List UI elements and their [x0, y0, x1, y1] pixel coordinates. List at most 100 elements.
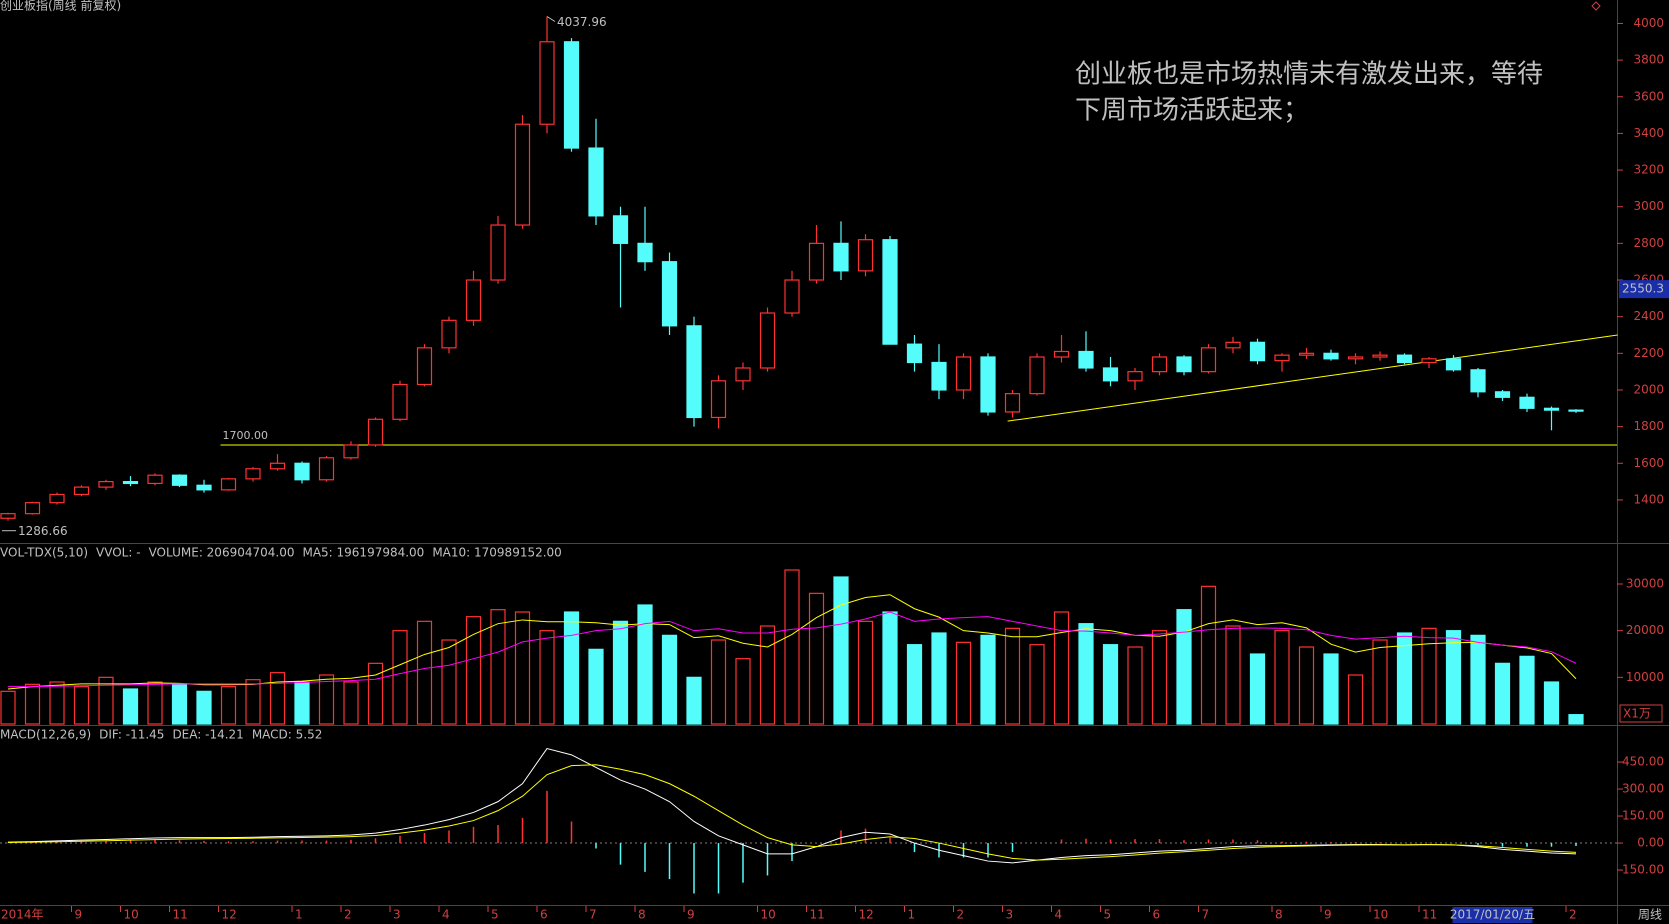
level-label: 1700.00 [223, 429, 269, 442]
volume-bar [465, 616, 482, 725]
y-tick-label: 1600 [1633, 456, 1664, 470]
candle-body [563, 41, 580, 149]
x-tick-label: 3 [1006, 908, 1014, 922]
volume-bar [1543, 681, 1560, 725]
x-tick-label: 9 [75, 908, 83, 922]
candle-body [955, 356, 972, 391]
y-tick-label: 3200 [1633, 163, 1664, 177]
volume-bar [98, 676, 114, 725]
y-tick-label: 1400 [1633, 492, 1664, 506]
candle-body [1200, 347, 1217, 373]
cursor-date: 2017/01/20/五 [1450, 908, 1535, 922]
volume-bar [1396, 632, 1413, 725]
volume-bar [245, 679, 261, 725]
unit-label: X1万 [1623, 707, 1651, 721]
x-tick-label: 10 [761, 908, 776, 922]
volume-bar [661, 634, 678, 725]
x-tick-label: 8 [1275, 908, 1283, 922]
candle-body [1029, 356, 1045, 395]
volume-bar [588, 648, 604, 725]
volume-bar [343, 681, 359, 725]
volume-bar [906, 644, 923, 725]
trend-line [1007, 334, 1618, 422]
volume-bar [73, 686, 90, 725]
candle-body [1519, 396, 1535, 409]
x-tick-label: 7 [589, 908, 597, 922]
y-tick-label: 4000 [1633, 16, 1664, 30]
volume-bar [1494, 662, 1511, 725]
volume-bar [367, 662, 384, 725]
volume-bar [1347, 674, 1364, 725]
volume-bar [563, 611, 580, 725]
candle-body [245, 468, 261, 480]
x-tick-label: 1 [295, 908, 303, 922]
candle-body [833, 242, 849, 272]
last-price: 2550.3 [1622, 282, 1664, 296]
x-tick-label: 4 [1055, 908, 1063, 922]
volume-bar [857, 620, 874, 725]
indicator-header: DIF: -11.45 [99, 728, 164, 742]
volume-bar [1053, 611, 1070, 725]
x-tick-label: 9 [687, 908, 695, 922]
y-tick-label: 300.00 [1622, 782, 1664, 796]
candle-body [661, 261, 678, 327]
volume-bar [1127, 646, 1143, 725]
candle-body [980, 356, 996, 413]
volume-bar [122, 688, 139, 725]
candle-body [343, 444, 359, 459]
x-tick-label: 1 [908, 908, 916, 922]
x-tick-label: 6 [540, 908, 548, 922]
y-tick-label: 0.00 [1637, 836, 1664, 850]
indicator-header: DEA: -14.21 [172, 728, 243, 742]
volume-bar [735, 658, 751, 725]
volume-bar [637, 604, 653, 725]
low-label: 1286.66 [18, 524, 68, 538]
candle-body [1053, 350, 1070, 358]
volume-bar [147, 681, 163, 725]
candle-body [710, 380, 727, 419]
x-tick-label: 2 [344, 908, 352, 922]
x-tick-label: 10 [124, 908, 139, 922]
volume-bar [1151, 630, 1168, 725]
candle-body [1127, 371, 1143, 382]
volume-bar [0, 690, 16, 725]
candle-body [1274, 354, 1290, 362]
volume-bar [539, 630, 555, 725]
candle-body [1225, 341, 1241, 349]
x-tick-label: 4 [442, 908, 450, 922]
indicator-header: MA10: 170989152.00 [432, 546, 562, 560]
peak-pointer [546, 16, 556, 22]
volume-bar [318, 674, 335, 725]
indicator-header: MA5: 196197984.00 [302, 546, 424, 560]
candle-body [147, 474, 163, 485]
x-tick-label: 5 [491, 908, 499, 922]
volume-ma-line [8, 611, 1577, 688]
candle-body [735, 367, 751, 382]
y-tick-label: 20000 [1626, 623, 1664, 637]
unit-box [1619, 704, 1663, 723]
candle-body [465, 279, 482, 321]
note-text: 创业板也是市场热情未有激发出来，等待 [1075, 60, 1543, 90]
candle-body [539, 41, 555, 125]
volume-bar [171, 683, 188, 725]
candle-body [294, 462, 310, 481]
volume-bar [441, 639, 457, 725]
candle-body [49, 493, 65, 504]
volume-bar [1176, 609, 1192, 725]
peak-label: 4037.96 [557, 15, 607, 29]
x-tick-label: 8 [638, 908, 646, 922]
candle-body [1004, 393, 1021, 413]
candle-body [612, 215, 629, 244]
y-tick-label: 2400 [1633, 309, 1664, 323]
candle-body [171, 474, 188, 486]
candle-body [1323, 352, 1339, 360]
volume-bar [759, 625, 776, 725]
volume-bar [882, 611, 898, 725]
candle-body [1151, 356, 1168, 373]
x-tick-label: 11 [810, 908, 825, 922]
indicator-header: VOLUME: 206904704.00 [149, 546, 295, 560]
candle-body [122, 481, 139, 485]
x-tick-label: 2 [1569, 908, 1577, 922]
volume-bar [686, 676, 702, 725]
